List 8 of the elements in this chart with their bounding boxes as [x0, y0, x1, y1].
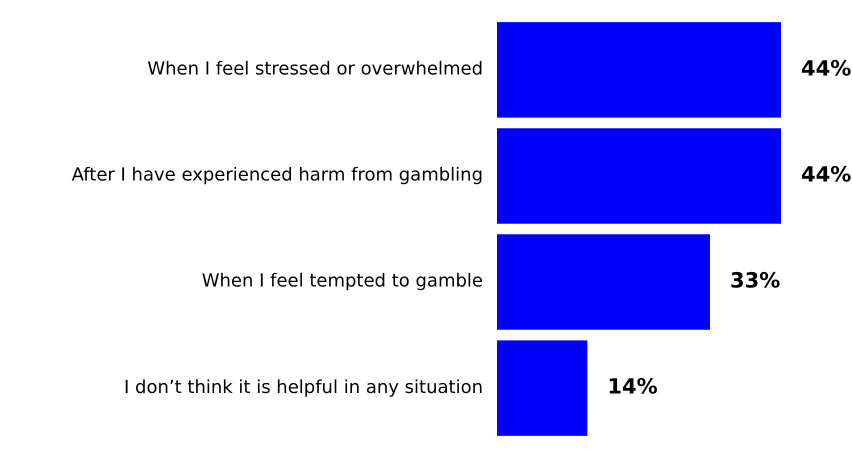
data-label: 44%	[801, 162, 852, 186]
y-tick-label: When I feel stressed or overwhelmed	[147, 58, 483, 80]
y-tick-label: When I feel tempted to gamble	[202, 270, 483, 292]
data-label: 44%	[801, 56, 852, 80]
data-label: 14%	[607, 374, 658, 399]
data-label: 33%	[730, 268, 780, 293]
y-tick-label: I don’t think it is helpful in any situation	[124, 376, 483, 398]
y-tick-label: After I have experienced harm from gambling	[72, 164, 483, 186]
